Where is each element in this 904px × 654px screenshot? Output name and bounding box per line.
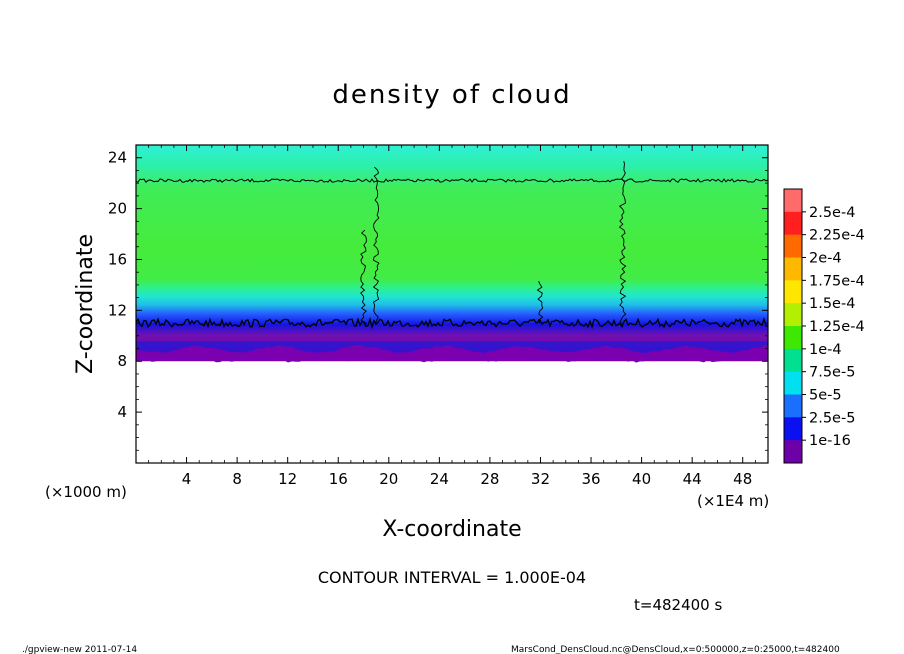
contour-interval-text: CONTOUR INTERVAL = 1.000E-04 — [318, 568, 586, 587]
colorbar-label: 2.25e-4 — [809, 228, 865, 244]
y-tick-label: 8 — [117, 352, 127, 370]
y-axis-label: Z-coordinate — [73, 234, 98, 374]
x-tick-label: 20 — [379, 470, 398, 488]
x-tick-label: 24 — [430, 470, 449, 488]
colorbar-swatch — [784, 257, 802, 281]
x-tick-label: 44 — [683, 470, 702, 488]
x-tick-label: 28 — [480, 470, 499, 488]
cloud-layer — [136, 145, 768, 362]
colorbar: 2.5e-4 2.25e-4 2e-4 1.75e-4 1.5e-4 1.25e-4 1e-… — [783, 188, 865, 464]
colorbar-label: 5e-5 — [809, 388, 842, 404]
x-axis-label: X-coordinate — [382, 517, 521, 542]
colorbar-swatch — [784, 326, 802, 350]
footer-right: MarsCond_DensCloud.nc@DensCloud,x=0:5000… — [511, 645, 840, 654]
x-tick-label: 36 — [581, 470, 600, 488]
colorbar-label: 2e-4 — [809, 251, 842, 267]
colorbar-label: 1.5e-4 — [809, 296, 855, 312]
colorbar-swatch — [784, 189, 802, 213]
footer-left: ./gpview-new 2011-07-14 — [22, 645, 137, 654]
colorbar-swatch — [784, 211, 802, 236]
x-tick-label: 12 — [278, 470, 297, 488]
contour-line-1 — [136, 316, 768, 330]
colorbar-swatch — [784, 280, 802, 304]
plume-4 — [360, 229, 368, 324]
y-tick-label: 20 — [108, 200, 127, 218]
colorbar-label: 1.75e-4 — [809, 273, 865, 289]
time-text: t=482400 s — [634, 596, 722, 614]
colorbar-swatch — [784, 371, 802, 395]
colorbar-label: 1e-4 — [809, 342, 842, 358]
colorbar-swatch — [784, 348, 802, 373]
colorbar-swatch — [784, 417, 802, 441]
x-tick-label: 40 — [632, 470, 651, 488]
colorbar-swatch — [784, 440, 802, 464]
y-tick-label: 16 — [108, 250, 127, 268]
y-tick-label: 12 — [108, 301, 127, 319]
colorbar-swatch — [784, 394, 802, 418]
y-axis: 4 8 12 16 20 24 — [108, 149, 768, 451]
y-tick-label: 24 — [108, 149, 127, 167]
x-tick-label: 16 — [329, 470, 348, 488]
colorbar-label: 2.5e-4 — [809, 205, 855, 221]
colorbar-label: 1.25e-4 — [809, 319, 865, 335]
colorbar-swatch — [784, 303, 802, 327]
x-tick-label: 4 — [182, 470, 192, 488]
x-axis: 4 8 12 16 20 24 28 32 36 40 44 48 — [148, 145, 756, 488]
colorbar-label: 1e-16 — [809, 433, 851, 449]
density-field — [136, 145, 768, 363]
plume-1 — [372, 166, 380, 324]
x-tick-label: 32 — [531, 470, 550, 488]
x-tick-label: 8 — [232, 470, 242, 488]
chart-title: density of cloud — [332, 80, 571, 110]
x-unit-label: (×1000 m) — [45, 483, 127, 501]
cloud-base-wave — [136, 341, 768, 354]
plume-3 — [618, 160, 627, 324]
colorbar-label: 7.5e-5 — [809, 365, 855, 381]
y-tick-label: 4 — [117, 403, 127, 421]
colorbar-label: 2.5e-5 — [809, 410, 855, 426]
contour-line-2 — [136, 178, 768, 183]
cloud-base-band — [136, 347, 768, 363]
plume-2 — [536, 280, 544, 324]
x-tick-label: 48 — [733, 470, 752, 488]
colorbar-swatch — [784, 234, 802, 258]
x-scale-label: (×1E4 m) — [697, 492, 769, 510]
